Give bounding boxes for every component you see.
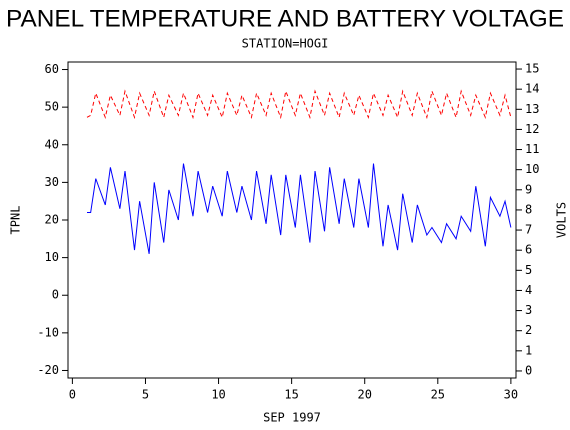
y-axis-label: TPNL [9,206,23,235]
y2-tick-label: 4 [525,283,532,297]
y2-tick-label: 12 [525,122,539,136]
y2-tick-label: 0 [525,363,532,377]
y2-tick-label: 11 [525,142,539,156]
y-tick-label: 50 [45,100,59,114]
y2-tick-label: 7 [525,223,532,237]
y-tick-label: 20 [45,213,59,227]
y-tick-label: 40 [45,137,59,151]
y2-tick-label: 15 [525,62,539,76]
series-line [86,89,512,120]
chart-title: PANEL TEMPERATURE AND BATTERY VOLTAGE [6,5,564,32]
x-tick-label: 15 [284,388,298,402]
y2-tick-label: 6 [525,243,532,257]
y-tick-label: -10 [37,325,59,339]
x-tick-label: 0 [69,388,76,402]
series-line [87,163,512,254]
y2-tick-label: 8 [525,202,532,216]
y-tick-label: -20 [37,363,59,377]
x-axis-label: SEP 1997 [263,411,321,425]
y2-axis-label: VOLTS [555,202,569,238]
x-tick-label: 5 [142,388,149,402]
y2-tick-label: 10 [525,162,539,176]
y2-tick-label: 9 [525,182,532,196]
y-tick-label: 60 [45,62,59,76]
y2-tick-label: 1 [525,343,532,357]
y2-tick-label: 13 [525,102,539,116]
x-tick-label: 30 [504,388,518,402]
plot-frame [67,61,517,379]
y2-tick-label: 3 [525,303,532,317]
y-tick-label: 30 [45,175,59,189]
y2-tick-label: 2 [525,323,532,337]
chart-subtitle: STATION=HOGI [242,37,329,51]
x-tick-label: 25 [431,388,445,402]
y2-tick-label: 5 [525,263,532,277]
x-tick-label: 20 [357,388,371,402]
x-tick-label: 10 [211,388,225,402]
y2-tick-label: 14 [525,82,539,96]
y-tick-label: 0 [52,288,59,302]
y-tick-label: 10 [45,250,59,264]
